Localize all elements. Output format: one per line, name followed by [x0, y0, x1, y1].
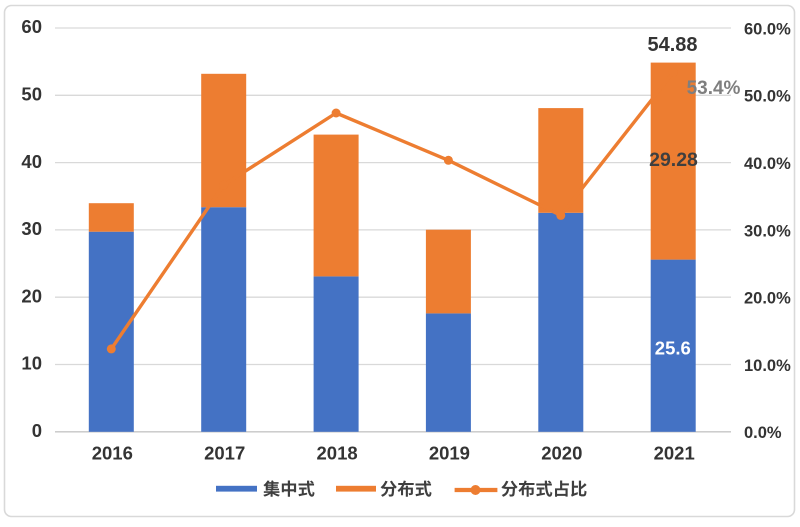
svg-text:0.0%: 0.0% — [744, 424, 782, 442]
svg-text:2018: 2018 — [317, 443, 358, 464]
svg-text:60.0%: 60.0% — [744, 20, 791, 38]
svg-text:20: 20 — [21, 285, 42, 306]
svg-text:20.0%: 20.0% — [744, 290, 791, 308]
svg-text:10: 10 — [21, 353, 42, 374]
svg-text:30.0%: 30.0% — [744, 222, 791, 240]
svg-text:50.0%: 50.0% — [744, 88, 791, 106]
svg-text:30: 30 — [21, 218, 42, 239]
svg-text:60: 60 — [21, 16, 42, 37]
svg-text:10.0%: 10.0% — [744, 357, 791, 375]
svg-text:53.4%: 53.4% — [687, 78, 741, 99]
svg-text:2020: 2020 — [541, 443, 582, 464]
svg-text:2019: 2019 — [429, 443, 470, 464]
svg-text:2017: 2017 — [204, 443, 245, 464]
svg-text:2016: 2016 — [92, 443, 133, 464]
svg-text:54.88: 54.88 — [647, 34, 697, 56]
svg-text:29.28: 29.28 — [649, 149, 698, 171]
svg-text:0: 0 — [32, 420, 42, 441]
svg-text:50: 50 — [21, 84, 42, 105]
svg-text:40: 40 — [21, 151, 42, 172]
svg-text:25.6: 25.6 — [655, 338, 691, 359]
svg-text:2021: 2021 — [654, 443, 695, 464]
svg-text:40.0%: 40.0% — [744, 155, 791, 173]
